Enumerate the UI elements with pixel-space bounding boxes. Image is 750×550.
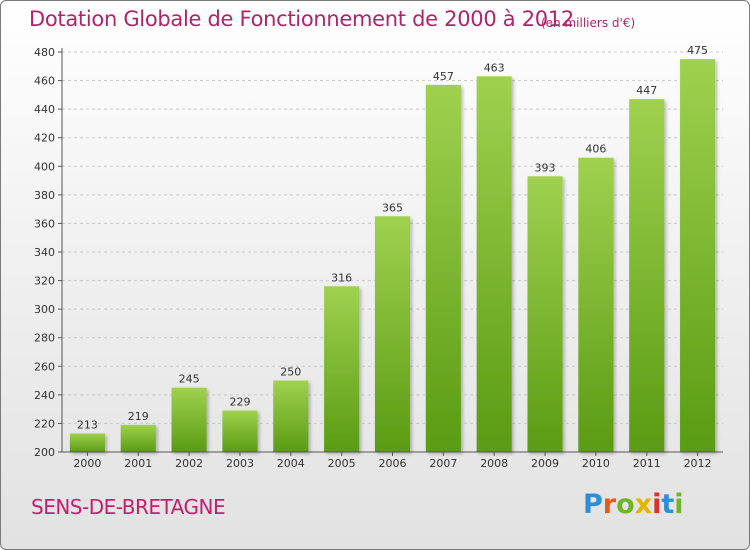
proxiti-logo: Proxiti [583,489,684,520]
bar-2003 [222,410,258,452]
y-tick-label: 340 [34,246,55,259]
bar-2011 [629,99,665,453]
y-tick-label: 320 [34,275,55,288]
bar-2004 [273,380,309,452]
logo-letter: o [616,489,635,520]
y-tick-label: 420 [34,132,55,145]
y-tick-label: 440 [34,103,55,116]
bar-2010 [578,157,614,452]
logo-letter: i [674,489,684,520]
y-tick-label: 200 [34,446,55,459]
y-tick-label: 460 [34,75,55,88]
y-tick-label: 280 [34,332,55,345]
logo-letter: P [583,489,603,520]
bar-value-label: 316 [331,271,352,284]
y-tick-label: 400 [34,160,55,173]
bar-2006 [374,216,411,452]
bar-value-label: 250 [280,366,301,379]
bar-2002 [171,387,207,452]
y-tick-label: 480 [34,46,55,59]
x-tick-label: 2007 [429,457,457,470]
y-tick-label: 380 [34,189,55,202]
bar-value-label: 365 [382,201,403,214]
x-tick-label: 2009 [531,457,559,470]
bar-value-label: 229 [229,396,250,409]
bar-value-label: 457 [433,70,454,83]
commune-name: SENS-DE-BRETAGNE [31,495,226,519]
bar-2000 [69,433,105,452]
y-tick-label: 220 [34,417,55,430]
logo-letter: r [602,489,617,520]
bar-value-label: 393 [535,161,556,174]
bar-value-label: 475 [687,44,708,57]
bar-value-label: 447 [636,84,657,97]
bar-2008 [476,76,512,453]
chart-unit: (en milliers d'€) [541,16,636,30]
x-tick-label: 2001 [124,457,152,470]
x-tick-label: 2002 [175,457,203,470]
y-tick-label: 260 [34,360,55,373]
bar-2009 [527,176,563,453]
x-tick-label: 2004 [277,457,305,470]
logo-letter: t [661,489,675,520]
x-tick-label: 2005 [328,457,356,470]
x-tick-label: 2006 [379,457,407,470]
y-tick-label: 300 [34,303,55,316]
y-tick-label: 360 [34,217,55,230]
x-tick-label: 2011 [633,457,661,470]
bars: 213 219 245 229 250 316 365 457 463 393 406 447 475 [69,44,716,453]
x-tick-label: 2000 [73,457,101,470]
bar-2007 [425,84,461,452]
bar-2001 [120,424,156,452]
bar-value-label: 406 [585,143,606,156]
chart-title: Dotation Globale de Fonctionnement de 20… [29,7,574,31]
bar-value-label: 245 [179,373,200,386]
axes: 200 220 240 260 280 300 320 340 360 380 400 420 440 4… [34,46,723,470]
x-tick-label: 2008 [480,457,508,470]
bar-value-label: 213 [77,418,98,431]
bar-value-label: 463 [484,61,505,74]
logo-letter: x [634,489,653,520]
x-tick-label: 2003 [226,457,254,470]
logo-letter: i [652,489,662,520]
bar-value-label: 219 [128,410,149,423]
bar-2012 [680,59,716,453]
y-tick-label: 240 [34,389,55,402]
x-tick-label: 2012 [684,457,712,470]
x-tick-label: 2010 [582,457,610,470]
bar-2005 [324,286,360,452]
